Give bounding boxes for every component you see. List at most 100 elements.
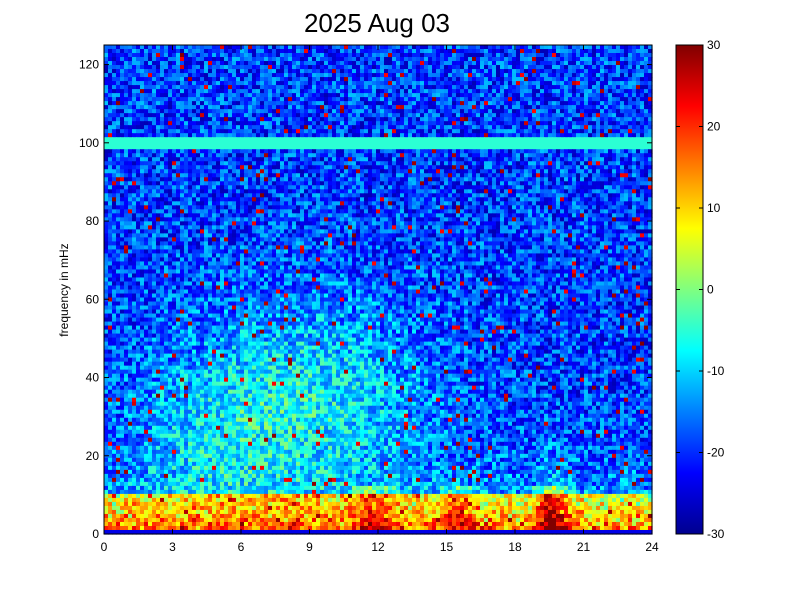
heatmap-cell bbox=[252, 73, 257, 78]
heatmap-cell bbox=[376, 153, 381, 158]
heatmap-cell bbox=[336, 65, 341, 70]
heatmap-cell bbox=[276, 153, 281, 158]
heatmap-cell bbox=[616, 185, 621, 190]
heatmap-cell bbox=[604, 137, 609, 142]
heatmap-cell bbox=[384, 85, 389, 90]
heatmap-cell bbox=[268, 133, 273, 138]
heatmap-cell bbox=[172, 133, 177, 138]
heatmap-cell bbox=[568, 45, 573, 50]
heatmap-cell bbox=[376, 177, 381, 182]
heatmap-cell bbox=[440, 69, 445, 74]
heatmap-cell bbox=[220, 109, 225, 114]
heatmap-cell bbox=[112, 85, 117, 90]
heatmap-cell bbox=[152, 81, 157, 86]
heatmap-cell bbox=[212, 165, 217, 170]
heatmap-cell bbox=[488, 157, 493, 162]
heatmap-cell bbox=[208, 161, 213, 166]
heatmap-cell bbox=[128, 45, 133, 50]
heatmap-cell bbox=[396, 89, 401, 94]
heatmap-cell bbox=[568, 81, 573, 86]
heatmap-cell bbox=[624, 93, 629, 98]
heatmap-cell bbox=[280, 121, 285, 126]
heatmap-cell bbox=[580, 169, 585, 174]
heatmap-cell bbox=[552, 177, 557, 182]
heatmap-cell bbox=[624, 61, 629, 66]
heatmap-cell bbox=[140, 149, 145, 154]
heatmap-cell bbox=[272, 157, 277, 162]
heatmap-cell bbox=[540, 181, 545, 186]
heatmap-cell bbox=[412, 81, 417, 86]
heatmap-cell bbox=[512, 113, 517, 118]
heatmap-cell bbox=[420, 113, 425, 118]
heatmap-cell bbox=[292, 113, 297, 118]
heatmap-cell bbox=[572, 57, 577, 62]
heatmap-cell bbox=[372, 65, 377, 70]
heatmap-cell bbox=[556, 73, 561, 78]
heatmap-cell bbox=[192, 53, 197, 58]
heatmap-cell bbox=[620, 133, 625, 138]
heatmap-cell bbox=[528, 53, 533, 58]
heatmap-cell bbox=[552, 181, 557, 186]
heatmap-cell bbox=[572, 89, 577, 94]
heatmap-cell bbox=[560, 177, 565, 182]
heatmap-cell bbox=[548, 81, 553, 86]
heatmap-cell bbox=[552, 93, 557, 98]
heatmap-cell bbox=[600, 125, 605, 130]
heatmap-cell bbox=[448, 77, 453, 82]
heatmap-cell bbox=[352, 57, 357, 62]
heatmap-cell bbox=[264, 49, 269, 54]
heatmap-cell bbox=[344, 45, 349, 50]
heatmap-cell bbox=[160, 77, 165, 82]
heatmap-cell bbox=[160, 185, 165, 190]
heatmap-cell bbox=[152, 161, 157, 166]
heatmap-cell bbox=[152, 141, 157, 146]
heatmap-cell bbox=[360, 141, 365, 146]
heatmap-cell bbox=[472, 61, 477, 66]
heatmap-cell bbox=[632, 165, 637, 170]
heatmap-cell bbox=[436, 57, 441, 62]
heatmap-cell bbox=[360, 161, 365, 166]
heatmap-cell bbox=[544, 173, 549, 178]
heatmap-cell bbox=[228, 61, 233, 66]
heatmap-cell bbox=[472, 169, 477, 174]
heatmap-cell bbox=[368, 161, 373, 166]
heatmap-cell bbox=[316, 81, 321, 86]
heatmap-cell bbox=[556, 153, 561, 158]
heatmap-cell bbox=[316, 133, 321, 138]
heatmap-cell bbox=[452, 185, 457, 190]
heatmap-cell bbox=[476, 77, 481, 82]
heatmap-cell bbox=[328, 49, 333, 54]
heatmap-cell bbox=[476, 141, 481, 146]
heatmap-cell bbox=[624, 145, 629, 150]
heatmap-cell bbox=[184, 117, 189, 122]
heatmap-cell bbox=[400, 61, 405, 66]
heatmap-cell bbox=[344, 65, 349, 70]
heatmap-cell bbox=[152, 49, 157, 54]
heatmap-cell bbox=[436, 89, 441, 94]
heatmap-cell bbox=[448, 141, 453, 146]
heatmap-cell bbox=[432, 61, 437, 66]
heatmap-cell bbox=[116, 145, 121, 150]
heatmap-cell bbox=[116, 141, 121, 146]
heatmap-cell bbox=[636, 165, 641, 170]
heatmap-cell bbox=[176, 177, 181, 182]
heatmap-cell bbox=[184, 113, 189, 118]
heatmap-cell bbox=[120, 141, 125, 146]
heatmap-cell bbox=[324, 93, 329, 98]
heatmap-cell bbox=[288, 169, 293, 174]
heatmap-cell bbox=[564, 145, 569, 150]
heatmap-cell bbox=[572, 45, 577, 50]
heatmap-cell bbox=[520, 165, 525, 170]
heatmap-cell bbox=[180, 149, 185, 154]
heatmap-cell bbox=[408, 121, 413, 126]
heatmap-cell bbox=[464, 125, 469, 130]
heatmap-cell bbox=[640, 89, 645, 94]
heatmap-cell bbox=[456, 169, 461, 174]
heatmap-cell bbox=[496, 45, 501, 50]
heatmap-cell bbox=[580, 161, 585, 166]
heatmap-cell bbox=[252, 121, 257, 126]
heatmap-cell bbox=[580, 141, 585, 146]
heatmap-cell bbox=[168, 45, 173, 50]
heatmap-cell bbox=[616, 177, 621, 182]
heatmap-cell bbox=[128, 53, 133, 58]
